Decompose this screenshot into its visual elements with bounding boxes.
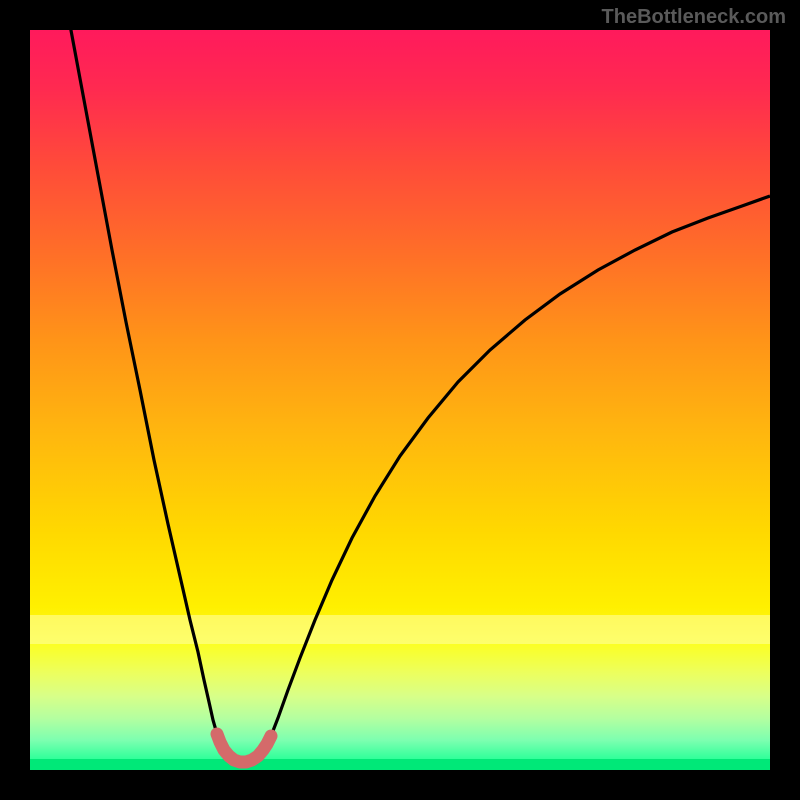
curve-left-branch: [70, 30, 217, 734]
curve-dip-highlight: [217, 734, 271, 762]
plot-area: [30, 30, 770, 770]
curve-svg: [30, 30, 770, 770]
curve-right-branch: [271, 196, 770, 736]
watermark-text: TheBottleneck.com: [602, 6, 786, 29]
